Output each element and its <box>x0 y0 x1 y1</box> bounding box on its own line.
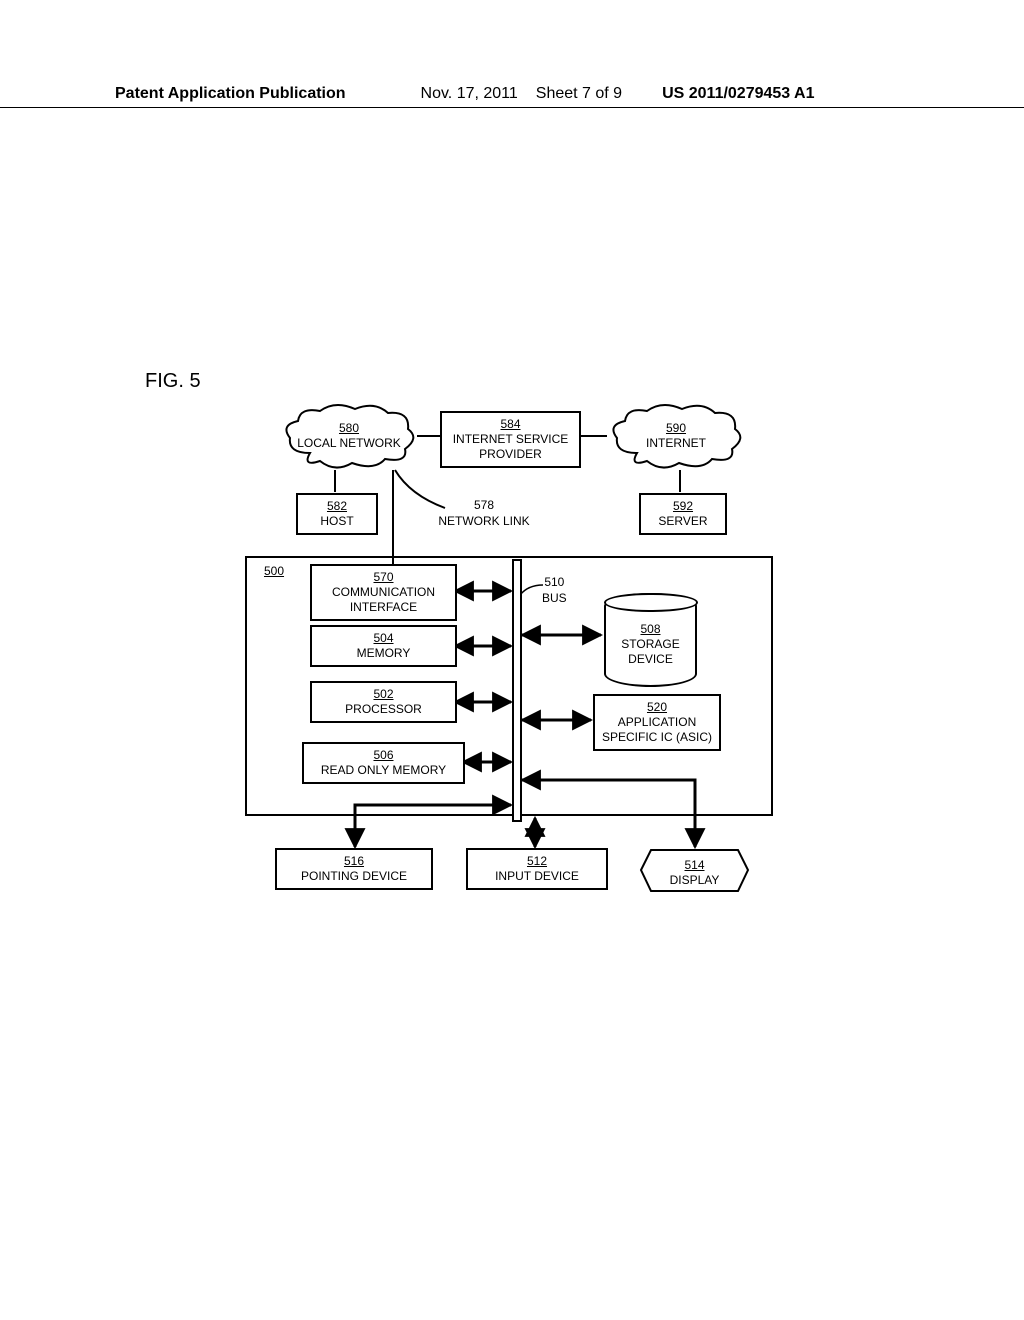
asic-label: APPLICATIONSPECIFIC IC (ASIC) <box>602 715 712 744</box>
comm-if-num: 570 <box>373 570 393 584</box>
storage-label: STORAGEDEVICE <box>621 637 679 666</box>
processor-label: PROCESSOR <box>345 702 422 716</box>
isp-num: 584 <box>500 417 520 431</box>
internet-num: 590 <box>666 421 686 435</box>
processor-num: 502 <box>373 687 393 701</box>
node-internet: 590 INTERNET <box>607 403 745 472</box>
host-num: 582 <box>327 499 347 513</box>
network-link-num: 578 <box>474 498 494 512</box>
header-pubno: US 2011/0279453 A1 <box>662 85 814 103</box>
host-label: HOST <box>320 514 353 528</box>
bus-num: 510 <box>544 575 564 589</box>
header-date: Nov. 17, 2011 <box>421 85 518 103</box>
node-pointing: 516 POINTING DEVICE <box>275 848 433 890</box>
node-local-network: 580 LOCAL NETWORK <box>280 403 418 472</box>
pointing-label: POINTING DEVICE <box>301 869 407 883</box>
bus-text: BUS <box>542 591 567 605</box>
node-comm-interface: 570 COMMUNICATIONINTERFACE <box>310 564 457 621</box>
figure-title: FIG. 5 <box>145 370 201 393</box>
node-processor: 502 PROCESSOR <box>310 681 457 723</box>
internet-label: INTERNET <box>646 436 706 450</box>
input-label: INPUT DEVICE <box>495 869 579 883</box>
header-left: Patent Application Publication <box>115 85 346 103</box>
isp-label: INTERNET SERVICEPROVIDER <box>453 432 569 461</box>
local-network-label: LOCAL NETWORK <box>297 436 401 450</box>
node-rom: 506 READ ONLY MEMORY <box>302 742 465 784</box>
header-sheet: Sheet 7 of 9 <box>536 85 622 103</box>
storage-num: 508 <box>640 622 660 636</box>
page-header: Patent Application Publication Nov. 17, … <box>0 85 1024 108</box>
local-network-num: 580 <box>339 421 359 435</box>
bus-label: 510 BUS <box>542 575 567 606</box>
rom-num: 506 <box>373 748 393 762</box>
rom-label: READ ONLY MEMORY <box>321 763 446 777</box>
pointing-num: 516 <box>344 854 364 868</box>
asic-num: 520 <box>647 700 667 714</box>
system-num: 500 <box>264 564 284 580</box>
node-input: 512 INPUT DEVICE <box>466 848 608 890</box>
memory-num: 504 <box>373 631 393 645</box>
node-storage: 508 STORAGEDEVICE <box>604 593 697 687</box>
node-bus <box>512 559 522 822</box>
node-memory: 504 MEMORY <box>310 625 457 667</box>
input-num: 512 <box>527 854 547 868</box>
server-label: SERVER <box>658 514 707 528</box>
comm-if-label: COMMUNICATIONINTERFACE <box>332 585 435 614</box>
node-server: 592 SERVER <box>639 493 727 535</box>
display-num: 514 <box>684 858 704 872</box>
server-num: 592 <box>673 499 693 513</box>
display-label: DISPLAY <box>670 873 720 887</box>
memory-label: MEMORY <box>357 646 411 660</box>
node-isp: 584 INTERNET SERVICEPROVIDER <box>440 411 581 468</box>
node-display: 514 DISPLAY <box>639 848 750 893</box>
node-host: 582 HOST <box>296 493 378 535</box>
network-link-text: NETWORK LINK <box>438 514 529 528</box>
node-asic: 520 APPLICATIONSPECIFIC IC (ASIC) <box>593 694 721 751</box>
diagram: 580 LOCAL NETWORK 590 INTERNET 584 INTER… <box>245 400 785 930</box>
network-link-label: 578 NETWORK LINK <box>414 498 554 529</box>
